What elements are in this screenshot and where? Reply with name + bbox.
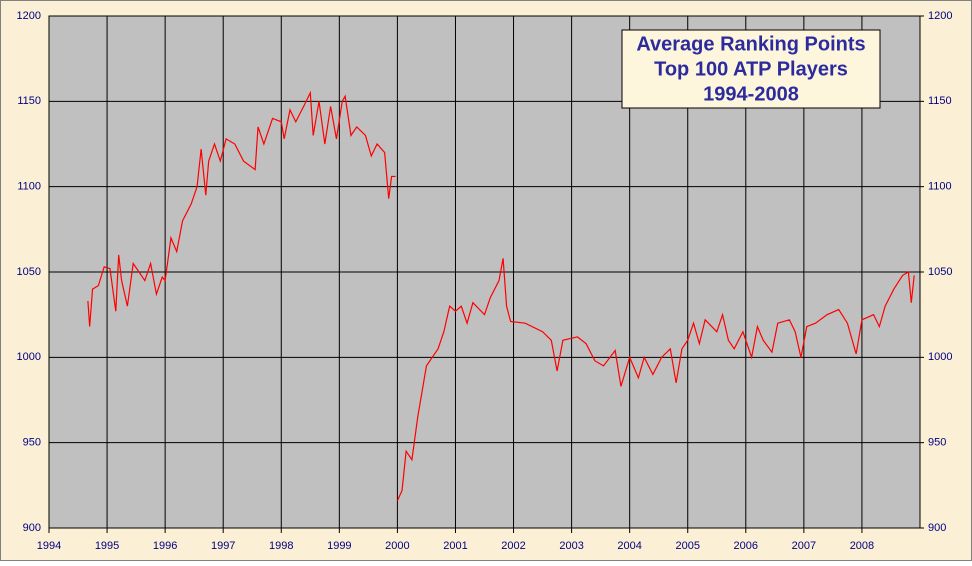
x-tick-label: 2003 xyxy=(559,540,583,552)
x-tick-label: 2008 xyxy=(850,540,874,552)
x-tick-label: 1995 xyxy=(95,540,119,552)
chart-title: Average Ranking Points xyxy=(636,33,865,55)
x-tick-label: 2005 xyxy=(675,540,699,552)
y-tick-label: 1200 xyxy=(17,10,41,22)
y-tick-label: 1050 xyxy=(17,266,41,278)
x-tick-label: 2002 xyxy=(501,540,525,552)
title-box xyxy=(621,29,881,109)
x-tick-label: 2001 xyxy=(443,540,467,552)
y-tick-label: 950 xyxy=(23,437,41,449)
chart-title: 1994-2008 xyxy=(703,83,799,105)
y2-tick-label: 1200 xyxy=(928,10,952,22)
x-tick-label: 2007 xyxy=(792,540,816,552)
x-tick-label: 2000 xyxy=(385,540,409,552)
y2-tick-label: 1100 xyxy=(928,181,952,193)
y2-tick-label: 1050 xyxy=(928,266,952,278)
x-tick-label: 1999 xyxy=(327,540,351,552)
x-tick-label: 1994 xyxy=(37,540,61,552)
x-tick-label: 2004 xyxy=(617,540,641,552)
line xyxy=(87,90,915,501)
x-tick-label: 1997 xyxy=(211,540,235,552)
y-tick-label: 1100 xyxy=(17,181,41,193)
x-tick-label: 1998 xyxy=(269,540,293,552)
chart-title: Top 100 ATP Players xyxy=(654,58,848,80)
y2-tick-label: 1000 xyxy=(928,351,952,363)
y-tick-label: 900 xyxy=(23,522,41,534)
y2-tick-label: 1150 xyxy=(928,95,952,107)
y-tick-label: 1000 xyxy=(17,351,41,363)
x-tick-label: 2006 xyxy=(734,540,758,552)
x-tick-label: 1996 xyxy=(153,540,177,552)
y2-tick-label: 950 xyxy=(928,437,946,449)
y2-tick-label: 900 xyxy=(928,522,946,534)
y-tick-label: 1150 xyxy=(17,95,41,107)
